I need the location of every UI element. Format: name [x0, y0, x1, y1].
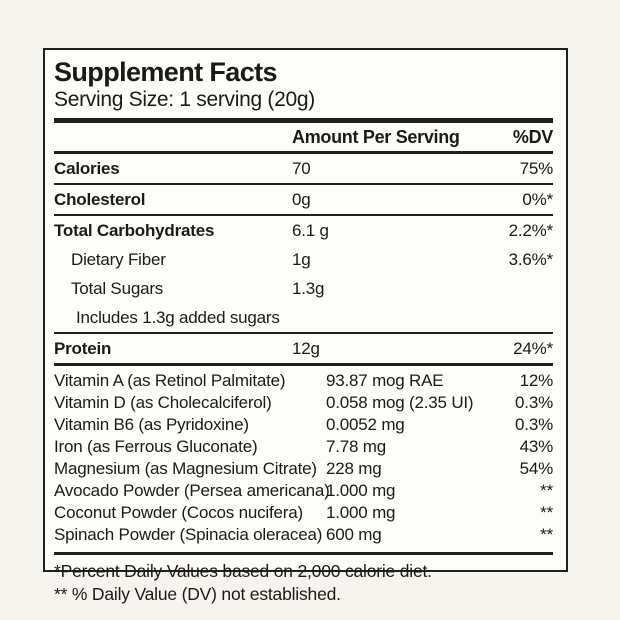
nutrient-row: Includes 1.3g added sugars: [54, 303, 553, 332]
nutrient-dv: 12%: [519, 371, 554, 390]
nutrient-amount: 6.1 g: [292, 221, 329, 240]
nutrient-name: Vitamin D (as Cholecalciferol): [54, 393, 272, 412]
macro-nutrient-table: Calories 70 75% Cholesterol 0g 0%* Total…: [54, 154, 553, 363]
nutrient-dv: **: [540, 481, 553, 500]
nutrient-amount: 228 mg: [326, 459, 382, 478]
micro-nutrient-table: Vitamin A (as Retinol Palmitate) 93.87 m…: [54, 366, 553, 552]
nutrient-row: Cholesterol 0g 0%*: [54, 183, 553, 214]
nutrient-name: Calories: [54, 159, 120, 178]
nutrient-dv: **: [540, 503, 553, 522]
footnotes: *Percent Daily Values based on 2,000 cal…: [54, 555, 553, 606]
footnote-divider: [54, 552, 553, 555]
nutrient-amount: 600 mg: [326, 525, 382, 544]
nutrient-row: Total Sugars 1.3g: [54, 274, 553, 303]
nutrient-row: Iron (as Ferrous Gluconate) 7.78 mg 43%: [54, 436, 553, 458]
nutrient-amount: 7.78 mg: [326, 437, 387, 456]
nutrient-amount: 0.0052 mg: [326, 415, 405, 434]
nutrient-row: Avocado Powder (Persea americana) 1.000 …: [54, 480, 553, 502]
nutrient-row: Vitamin B6 (as Pyridoxine) 0.0052 mg 0.3…: [54, 414, 553, 436]
nutrient-name: Avocado Powder (Persea americana): [54, 481, 330, 500]
footnote-daily-values: *Percent Daily Values based on 2,000 cal…: [54, 561, 432, 581]
section-divider: [54, 363, 553, 366]
thick-rule: [54, 118, 553, 123]
nutrient-dv: 0%*: [522, 190, 553, 209]
nutrient-name: Total Sugars: [71, 279, 164, 298]
nutrient-amount: 70: [292, 159, 311, 178]
nutrient-amount: 93.87 mog RAE: [326, 371, 444, 390]
footnote-dv-not-established: ** % Daily Value (DV) not established.: [54, 584, 341, 604]
nutrient-name: Protein: [54, 339, 112, 358]
nutrient-row: Total Carbohydrates 6.1 g 2.2%*: [54, 214, 553, 245]
nutrient-amount: 1.000 mg: [326, 481, 396, 500]
nutrient-name: Dietary Fiber: [71, 250, 166, 269]
nutrient-amount: 1.000 mg: [326, 503, 396, 522]
dv-column-header: %DV: [512, 127, 553, 147]
nutrient-row: Vitamin D (as Cholecalciferol) 0.058 mog…: [54, 392, 553, 414]
nutrient-dv: **: [540, 525, 553, 544]
nutrient-dv: 0.3%: [515, 415, 553, 434]
nutrient-name: Cholesterol: [54, 190, 146, 209]
nutrient-dv: 43%: [519, 437, 554, 456]
nutrient-dv: 2.2%*: [508, 221, 554, 240]
amount-column-header: Amount Per Serving: [292, 127, 460, 147]
nutrient-dv: 3.6%*: [508, 250, 554, 269]
supplement-facts-panel: Supplement Facts Serving Size: 1 serving…: [43, 48, 568, 604]
nutrient-row: Vitamin A (as Retinol Palmitate) 93.87 m…: [54, 370, 553, 392]
nutrient-row: Dietary Fiber 1g 3.6%*: [54, 245, 553, 274]
nutrient-row: Magnesium (as Magnesium Citrate) 228 mg …: [54, 458, 553, 480]
nutrient-row: Coconut Powder (Cocos nucifera) 1.000 mg…: [54, 502, 553, 524]
nutrient-dv: 0.3%: [515, 393, 553, 412]
nutrient-amount: 0g: [292, 190, 311, 209]
nutrient-name: Coconut Powder (Cocos nucifera): [54, 503, 303, 522]
nutrient-dv: 54%: [519, 459, 554, 478]
nutrient-amount: 12g: [292, 339, 320, 358]
nutrient-row: Protein 12g 24%*: [54, 332, 553, 363]
nutrient-name: Vitamin A (as Retinol Palmitate): [54, 371, 286, 390]
nutrient-name: Iron (as Ferrous Gluconate): [54, 437, 258, 456]
nutrient-name: Vitamin B6 (as Pyridoxine): [54, 415, 249, 434]
nutrient-dv: 75%: [519, 159, 554, 178]
nutrient-dv: 24%*: [513, 339, 553, 358]
nutrient-name: Magnesium (as Magnesium Citrate): [54, 459, 317, 478]
column-header-row: Amount Per Serving %DV: [54, 123, 553, 154]
nutrient-name: Spinach Powder (Spinacia oleracea): [54, 525, 323, 544]
nutrient-name: Total Carbohydrates: [54, 221, 215, 240]
nutrient-row: Spinach Powder (Spinacia oleracea) 600 m…: [54, 524, 553, 546]
serving-size: Serving Size: 1 serving (20g): [54, 88, 315, 111]
nutrient-name: Includes 1.3g added sugars: [76, 308, 280, 327]
nutrient-amount: 0.058 mog (2.35 UI): [326, 393, 474, 412]
nutrient-amount: 1g: [292, 250, 311, 269]
panel-title: Supplement Facts: [54, 57, 278, 87]
nutrient-row: Calories 70 75%: [54, 154, 553, 183]
nutrient-amount: 1.3g: [292, 279, 325, 298]
